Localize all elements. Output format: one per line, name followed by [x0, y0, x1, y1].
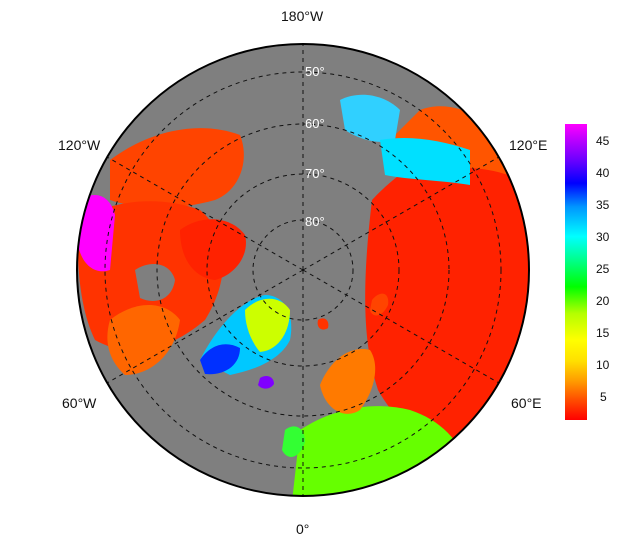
- land-greenland-south: [200, 344, 240, 375]
- land-alaska: [110, 128, 244, 208]
- land-arctic-archipelago: [180, 219, 246, 280]
- colorbar-tick-45: 45: [596, 134, 610, 148]
- parallel-50: [104, 71, 502, 469]
- land-uk: [282, 426, 305, 457]
- parallel-60: [156, 123, 450, 417]
- land-chukotka: [340, 94, 400, 142]
- map-disk: [77, 44, 529, 496]
- land-kamchatka-band: [380, 138, 470, 185]
- meridian-60w: [106, 269, 304, 384]
- land-svalbard: [317, 318, 329, 330]
- lon-label-0: 0°: [296, 521, 310, 537]
- colorbar-tick-15: 15: [596, 326, 610, 340]
- colorbar-tick-25: 25: [596, 262, 610, 276]
- land-iceland: [258, 376, 274, 389]
- colorbar-tick-5: 5: [600, 390, 607, 404]
- lat-label-60: 60°: [305, 116, 325, 131]
- lon-label-60e: 60°E: [511, 395, 542, 411]
- land-canada-west: [78, 195, 115, 272]
- colorbar: [565, 124, 587, 420]
- meridian-120e: [302, 156, 500, 271]
- lat-label-80: 80°: [305, 214, 325, 229]
- land-greenland-east: [245, 298, 290, 352]
- map-outline: [76, 43, 530, 497]
- land-siberia: [365, 140, 529, 441]
- meridian-60e: [302, 269, 500, 384]
- land-scandinavia: [320, 349, 376, 414]
- land-hudson-bay: [135, 264, 175, 301]
- lon-label-120w: 120°W: [58, 137, 101, 153]
- colorbar-tick-30: 30: [596, 230, 610, 244]
- colorbar-tick-35: 35: [596, 198, 610, 212]
- lon-label-60w: 60°W: [62, 395, 97, 411]
- lon-label-120e: 120°E: [509, 137, 548, 153]
- lat-label-50: 50°: [305, 64, 325, 79]
- lon-label-180w: 180°W: [281, 8, 324, 24]
- meridian-120w: [106, 156, 304, 271]
- colorbar-tick-10: 10: [596, 358, 610, 372]
- colorbar-tick-40: 40: [596, 166, 610, 180]
- lat-label-70: 70°: [305, 166, 325, 181]
- graticule: [104, 44, 502, 496]
- colorbar-tick-20: 20: [596, 294, 610, 308]
- land-novaya-zemlya: [370, 293, 389, 316]
